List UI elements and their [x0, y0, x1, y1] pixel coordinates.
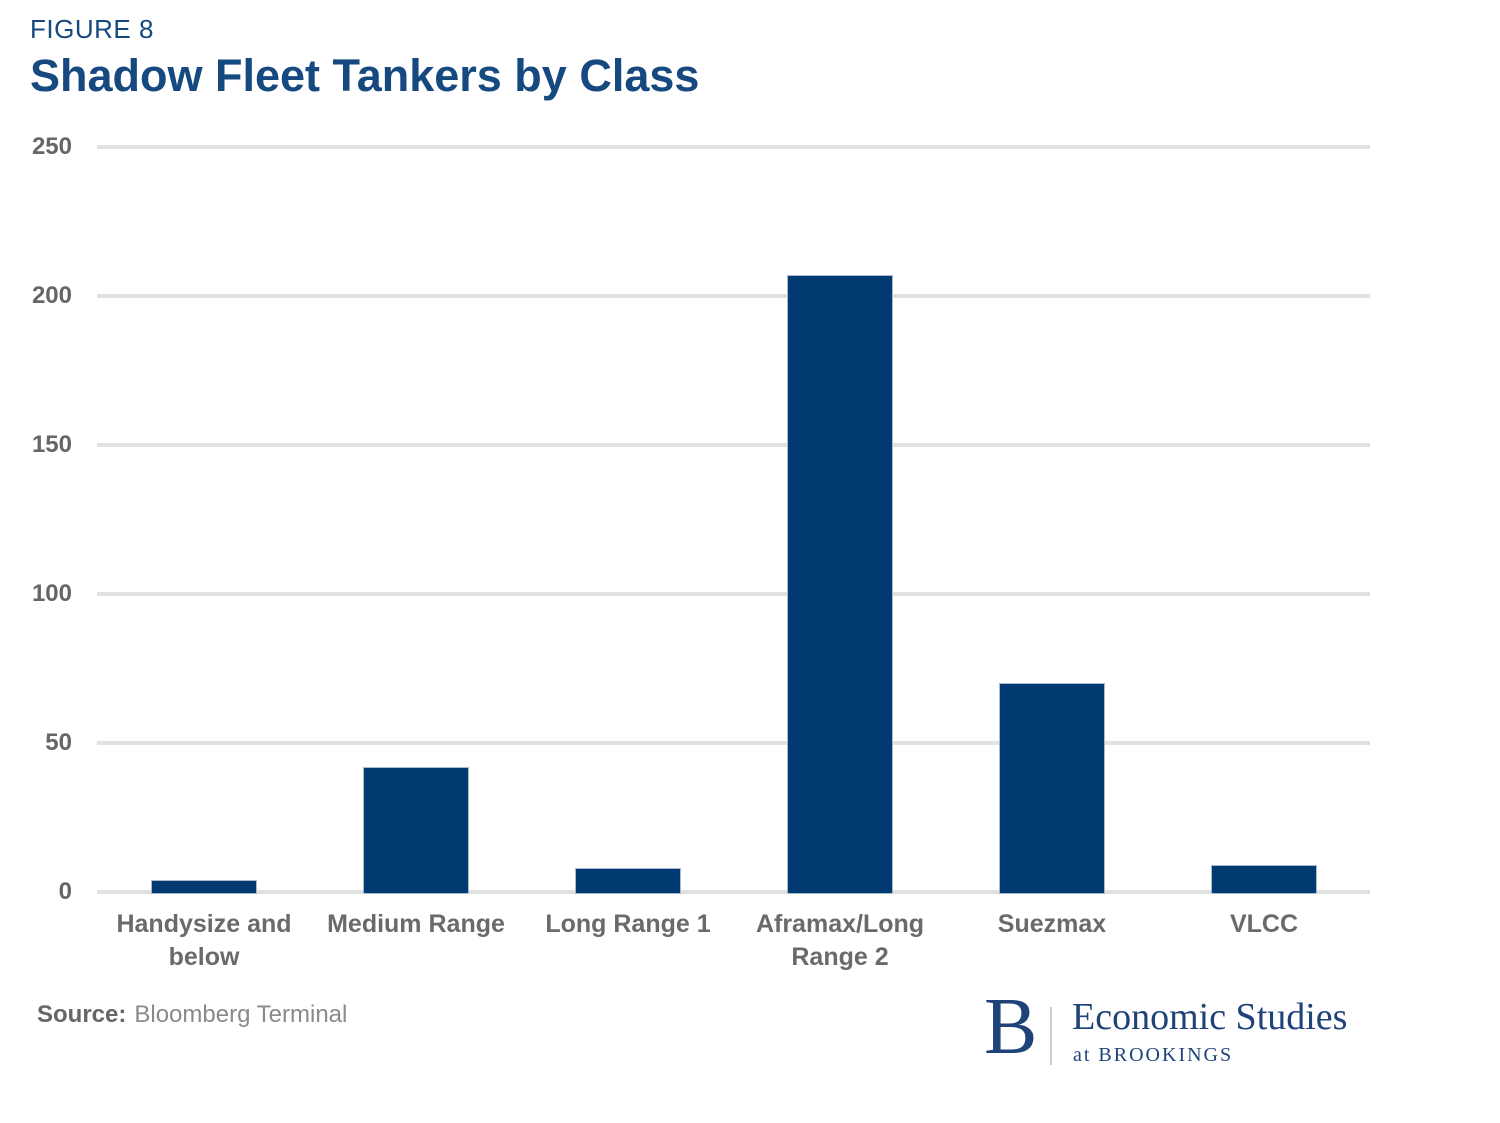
bar — [575, 868, 681, 894]
bar — [787, 275, 893, 894]
x-axis-label: Medium Range — [327, 910, 505, 938]
logo-divider — [1050, 1007, 1052, 1065]
page-title: Shadow Fleet Tankers by Class — [30, 50, 700, 101]
gridline — [97, 443, 1370, 447]
bar — [151, 880, 257, 894]
x-axis-label: Suezmax — [997, 910, 1107, 938]
logo-economic-studies: Economic Studies — [1072, 996, 1348, 1038]
bar — [999, 683, 1105, 894]
gridline — [97, 890, 1370, 894]
gridline — [97, 741, 1370, 745]
x-axis-label: Long Range 1 — [545, 910, 711, 938]
gridline — [97, 294, 1370, 298]
gridline — [97, 145, 1370, 149]
source-label: Source: — [37, 1001, 127, 1028]
logo-at-brookings: at BROOKINGS — [1073, 1044, 1234, 1066]
bar — [1211, 865, 1317, 894]
brookings-b-logo-icon: B — [984, 983, 1038, 1071]
gridline — [97, 592, 1370, 596]
source-text: Bloomberg Terminal — [134, 1001, 348, 1028]
y-axis-tick-label: 200 — [31, 282, 72, 309]
source-line: Source: Bloomberg Terminal — [37, 1001, 347, 1029]
y-axis-tick-label: 150 — [31, 431, 72, 458]
x-axis-label: Aframax/Long Range 2 — [755, 910, 925, 971]
y-axis-tick-label: 50 — [45, 729, 72, 756]
y-axis-tick-label: 250 — [31, 133, 72, 160]
figure-label: FIGURE 8 — [30, 14, 154, 44]
brookings-logo: B Economic Studies at BROOKINGS — [984, 985, 1464, 1085]
y-axis-tick-label: 0 — [58, 878, 72, 905]
y-axis-tick-label: 100 — [31, 580, 72, 607]
x-axis-label: VLCC — [1229, 910, 1299, 938]
bar — [363, 767, 469, 894]
x-axis-label: Handysize and below — [116, 910, 292, 971]
